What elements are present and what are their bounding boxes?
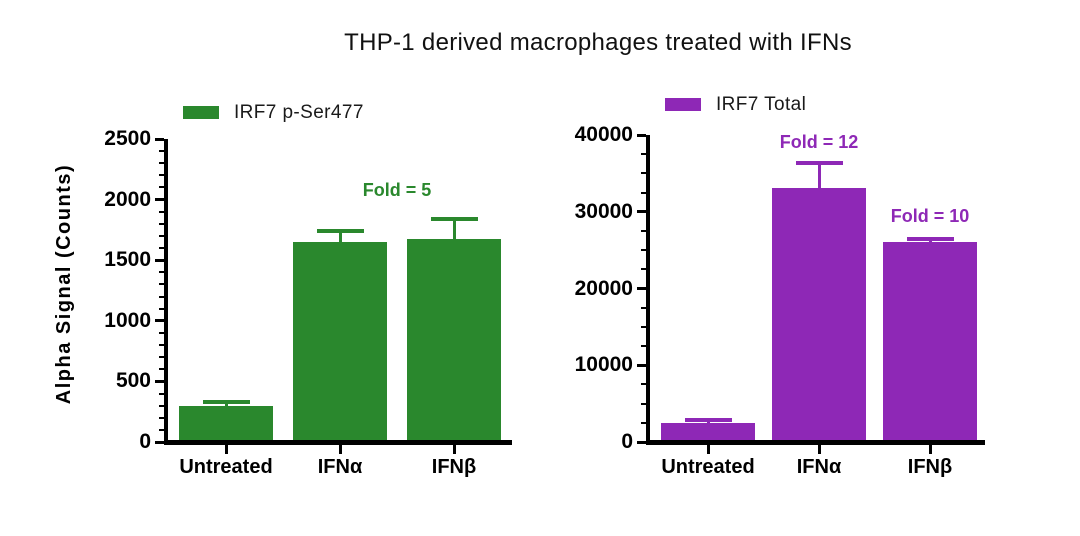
x-tick-IFNα — [817, 445, 821, 454]
y-major-tick — [155, 440, 164, 444]
error-bar-cap-IFNβ — [906, 236, 954, 241]
error-bar-cap-IFNβ — [430, 216, 478, 221]
y-major-tick — [155, 137, 164, 141]
y-tick-label: 1000 — [104, 308, 151, 332]
y-minor-tick — [641, 172, 646, 175]
bar-IFNα — [772, 187, 866, 442]
y-major-tick — [637, 133, 646, 137]
y-minor-tick — [159, 222, 164, 225]
y-minor-tick — [641, 268, 646, 271]
y-minor-tick — [641, 249, 646, 252]
y-minor-tick — [641, 421, 646, 424]
y-minor-tick — [159, 416, 164, 419]
bar-Untreated — [661, 423, 755, 442]
y-minor-tick — [159, 307, 164, 310]
y-tick-label: 500 — [115, 369, 151, 393]
error-bar-cap-Untreated — [202, 400, 250, 404]
x-axis-line — [646, 440, 985, 445]
error-bar-whisker-IFNα — [338, 231, 342, 243]
y-minor-tick — [159, 356, 164, 359]
y-minor-tick — [159, 344, 164, 347]
chart-title: THP-1 derived macrophages treated with I… — [344, 29, 852, 56]
error-bar-cap-IFNα — [316, 229, 364, 234]
error-bar-cap-IFNα — [795, 161, 843, 166]
y-minor-tick — [159, 234, 164, 237]
legend-label-irf7-total: IRF7 Total — [716, 94, 807, 115]
y-minor-tick — [159, 331, 164, 334]
y-axis-line — [646, 135, 650, 445]
y-major-tick — [637, 210, 646, 214]
y-minor-tick — [159, 210, 164, 213]
x-tick-Untreated — [706, 445, 710, 454]
x-tick-label-Untreated: Untreated — [179, 456, 273, 478]
y-minor-tick — [159, 428, 164, 431]
y-tick-label: 30000 — [574, 199, 633, 223]
y-minor-tick — [641, 325, 646, 328]
y-minor-tick — [641, 383, 646, 386]
legend-swatch-irf7-pser477 — [183, 106, 219, 119]
y-minor-tick — [159, 247, 164, 250]
y-minor-tick — [641, 345, 646, 348]
y-major-tick — [155, 258, 164, 262]
y-minor-tick — [159, 404, 164, 407]
y-tick-label: 2500 — [104, 127, 151, 150]
y-tick-label: 10000 — [574, 353, 633, 377]
y-tick-label: 0 — [621, 430, 633, 453]
x-tick-IFNβ — [928, 445, 932, 454]
x-tick-label-IFNα: IFNα — [317, 456, 363, 478]
x-tick-label-IFNβ: IFNβ — [907, 456, 953, 478]
fold-annotation: Fold = 5 — [362, 180, 432, 201]
error-bar-whisker-IFNα — [817, 163, 821, 188]
bar-IFNβ — [407, 238, 501, 442]
y-tick-label: 0 — [139, 430, 151, 453]
y-minor-tick — [159, 368, 164, 371]
y-minor-tick — [159, 271, 164, 274]
fold-annotation: Fold = 10 — [890, 206, 970, 227]
y-major-tick — [637, 363, 646, 367]
y-minor-tick — [641, 191, 646, 194]
x-tick-label-IFNα: IFNα — [796, 456, 842, 478]
bar-IFNβ — [883, 242, 977, 442]
y-minor-tick — [641, 306, 646, 309]
y-major-tick — [155, 319, 164, 323]
y-tick-label: 1500 — [104, 248, 151, 272]
error-bar-whisker-IFNβ — [452, 218, 456, 239]
bar-IFNα — [293, 242, 387, 442]
y-tick-label: 2000 — [104, 187, 151, 211]
error-bar-cap-Untreated — [684, 418, 732, 423]
y-minor-tick — [159, 162, 164, 165]
y-minor-tick — [159, 174, 164, 177]
x-tick-label-Untreated: Untreated — [661, 456, 755, 478]
bar-Untreated — [179, 405, 273, 442]
y-major-tick — [637, 287, 646, 290]
y-minor-tick — [159, 392, 164, 395]
y-minor-tick — [641, 153, 646, 156]
y-minor-tick — [159, 186, 164, 189]
x-tick-IFNα — [338, 445, 342, 454]
y-tick-label: 40000 — [574, 123, 633, 146]
y-minor-tick — [641, 402, 646, 405]
y-major-tick — [155, 198, 164, 202]
y-minor-tick — [641, 229, 646, 232]
x-tick-IFNβ — [452, 445, 456, 454]
x-axis-line — [164, 440, 512, 445]
y-major-tick — [637, 440, 646, 444]
y-minor-tick — [159, 295, 164, 298]
y-tick-label: 20000 — [574, 276, 633, 300]
x-tick-label-IFNβ: IFNβ — [431, 456, 477, 478]
y-major-tick — [155, 379, 164, 383]
legend-swatch-irf7-total — [665, 98, 701, 111]
y-minor-tick — [159, 283, 164, 286]
fold-annotation: Fold = 12 — [779, 131, 859, 152]
x-tick-Untreated — [224, 445, 228, 454]
y-minor-tick — [159, 150, 164, 153]
y-axis-line — [164, 139, 168, 445]
legend-label-irf7-pser477: IRF7 p-Ser477 — [234, 102, 364, 123]
